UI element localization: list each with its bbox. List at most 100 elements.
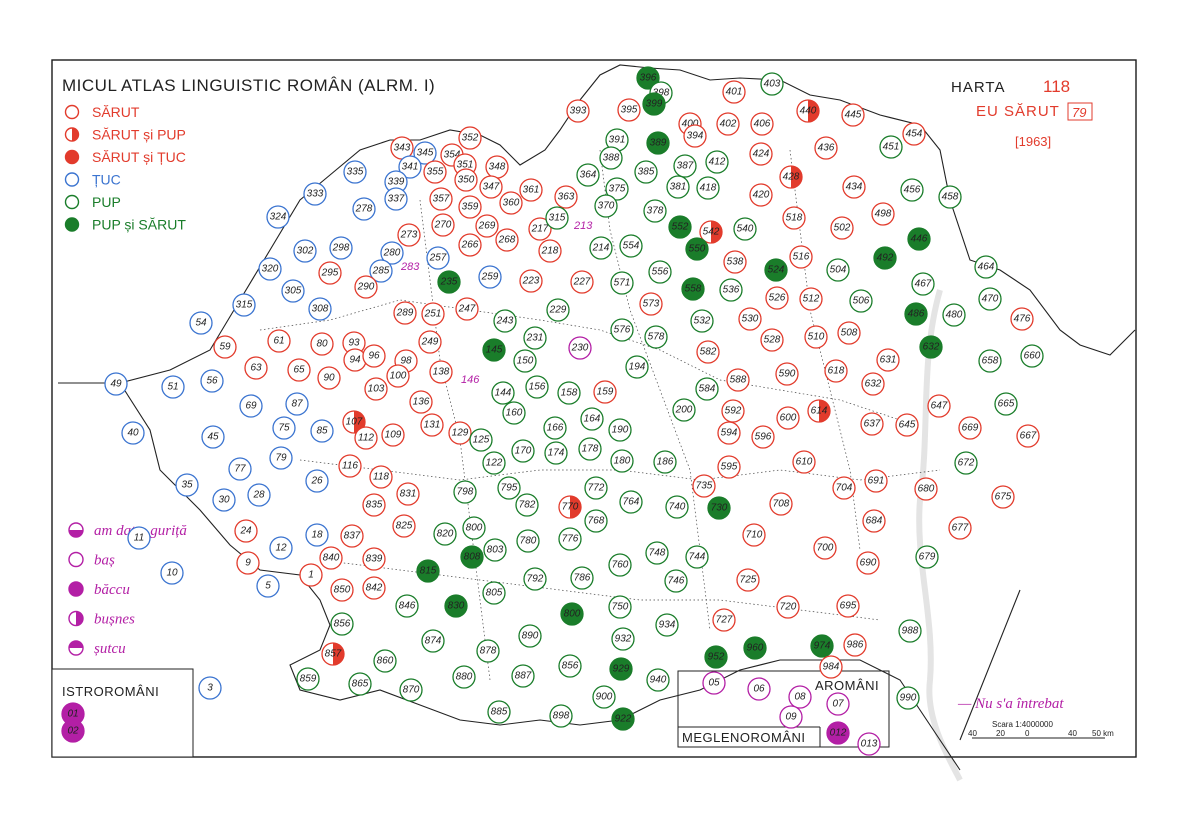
point-number: 350 xyxy=(458,175,475,186)
point-number: 744 xyxy=(689,552,706,563)
legend-purple-item: baș xyxy=(68,551,115,569)
point-number: 186 xyxy=(657,457,674,468)
legend-symbol-icon xyxy=(64,127,80,142)
survey-point: 770 xyxy=(558,495,582,519)
point-number: 486 xyxy=(908,309,925,320)
legend-symbol-icon xyxy=(64,104,80,120)
point-number: 243 xyxy=(496,316,514,327)
legend-symbol-icon xyxy=(64,194,80,210)
point-circle xyxy=(256,574,280,598)
point-number: 675 xyxy=(995,492,1012,503)
point-circle xyxy=(611,707,635,731)
point-circle xyxy=(239,394,263,418)
point-number: 516 xyxy=(793,252,810,263)
survey-point: 186 xyxy=(653,450,677,474)
point-number: 974 xyxy=(814,641,831,652)
point-circle xyxy=(310,419,334,443)
point-circle xyxy=(515,493,539,517)
survey-point: 878 xyxy=(476,639,500,663)
point-circle xyxy=(664,569,688,593)
scale-tick-2: 0 xyxy=(1025,729,1030,738)
survey-point: 298 xyxy=(329,236,353,260)
point-circle xyxy=(373,649,397,673)
point-number: 582 xyxy=(700,347,717,358)
point-circle xyxy=(813,536,837,560)
survey-point: 530 xyxy=(738,307,762,331)
point-circle xyxy=(384,187,408,211)
survey-point: 280 xyxy=(380,241,404,265)
point-circle xyxy=(369,259,393,283)
harta-number: 118 xyxy=(1043,77,1070,96)
legend-symbol-icon xyxy=(68,640,84,656)
point-circle xyxy=(161,375,185,399)
point-circle xyxy=(232,293,256,317)
point-number: 798 xyxy=(457,487,474,498)
point-circle xyxy=(776,406,800,430)
survey-point: 341 xyxy=(398,155,422,179)
istroromani-label: ISTROROMÂNI xyxy=(62,684,159,699)
survey-point: 257 xyxy=(426,246,450,270)
point-circle xyxy=(519,269,543,293)
survey-point: 10 xyxy=(160,561,184,585)
point-circle xyxy=(127,526,151,550)
point-circle xyxy=(788,685,812,709)
point-circle xyxy=(876,348,900,372)
legend-symbol-icon xyxy=(64,172,80,187)
point-circle xyxy=(329,236,353,260)
point-circle xyxy=(497,476,521,500)
survey-point: 578 xyxy=(644,325,668,349)
extra-label-146: 146 xyxy=(461,374,480,386)
survey-point: 825 xyxy=(392,514,416,538)
point-number: 381 xyxy=(670,182,687,193)
point-number: 28 xyxy=(252,490,265,501)
point-circle xyxy=(305,523,329,547)
point-circle xyxy=(609,657,633,681)
point-circle xyxy=(736,568,760,592)
survey-point: 396 xyxy=(636,66,660,90)
extra-label-283: 283 xyxy=(400,261,420,273)
point-number: 012 xyxy=(830,728,847,739)
survey-point: 180 xyxy=(610,449,634,473)
survey-point: 898 xyxy=(549,704,573,728)
survey-point: 932 xyxy=(611,627,635,651)
survey-point: 269 xyxy=(475,214,499,238)
point-circle xyxy=(409,390,433,414)
survey-point: 63 xyxy=(244,356,268,380)
survey-point: 190 xyxy=(608,418,632,442)
survey-point: 302 xyxy=(293,239,317,263)
point-circle xyxy=(362,493,386,517)
point-number: 5 xyxy=(265,581,271,592)
survey-point: 403 xyxy=(760,72,784,96)
point-number: 3 xyxy=(207,683,213,694)
survey-point: 451 xyxy=(879,135,903,159)
point-number: 454 xyxy=(906,129,923,140)
point-circle xyxy=(429,187,453,211)
point-number: 700 xyxy=(817,543,834,554)
survey-point: 600 xyxy=(776,406,800,430)
point-circle xyxy=(837,321,861,345)
point-circle xyxy=(1010,307,1034,331)
point-number: 07 xyxy=(832,699,844,710)
point-number: 98 xyxy=(400,356,412,367)
point-circle xyxy=(738,307,762,331)
survey-point: 378 xyxy=(643,199,667,223)
point-circle xyxy=(608,553,632,577)
point-circle xyxy=(458,233,482,257)
point-circle xyxy=(493,309,517,333)
point-circle xyxy=(433,522,457,546)
survey-point: 631 xyxy=(876,348,900,372)
point-circle xyxy=(338,454,362,478)
point-circle xyxy=(416,559,440,583)
survey-point: 174 xyxy=(544,441,568,465)
point-number: 856 xyxy=(562,661,579,672)
point-number: 584 xyxy=(699,384,716,395)
survey-point: 502 xyxy=(830,216,854,240)
point-number: 808 xyxy=(464,552,481,563)
survey-point: 268 xyxy=(495,228,519,252)
point-circle xyxy=(544,441,568,465)
point-number: 387 xyxy=(677,161,694,172)
point-circle xyxy=(608,418,632,442)
point-circle xyxy=(900,178,924,202)
point-circle xyxy=(799,287,823,311)
point-circle xyxy=(668,215,692,239)
